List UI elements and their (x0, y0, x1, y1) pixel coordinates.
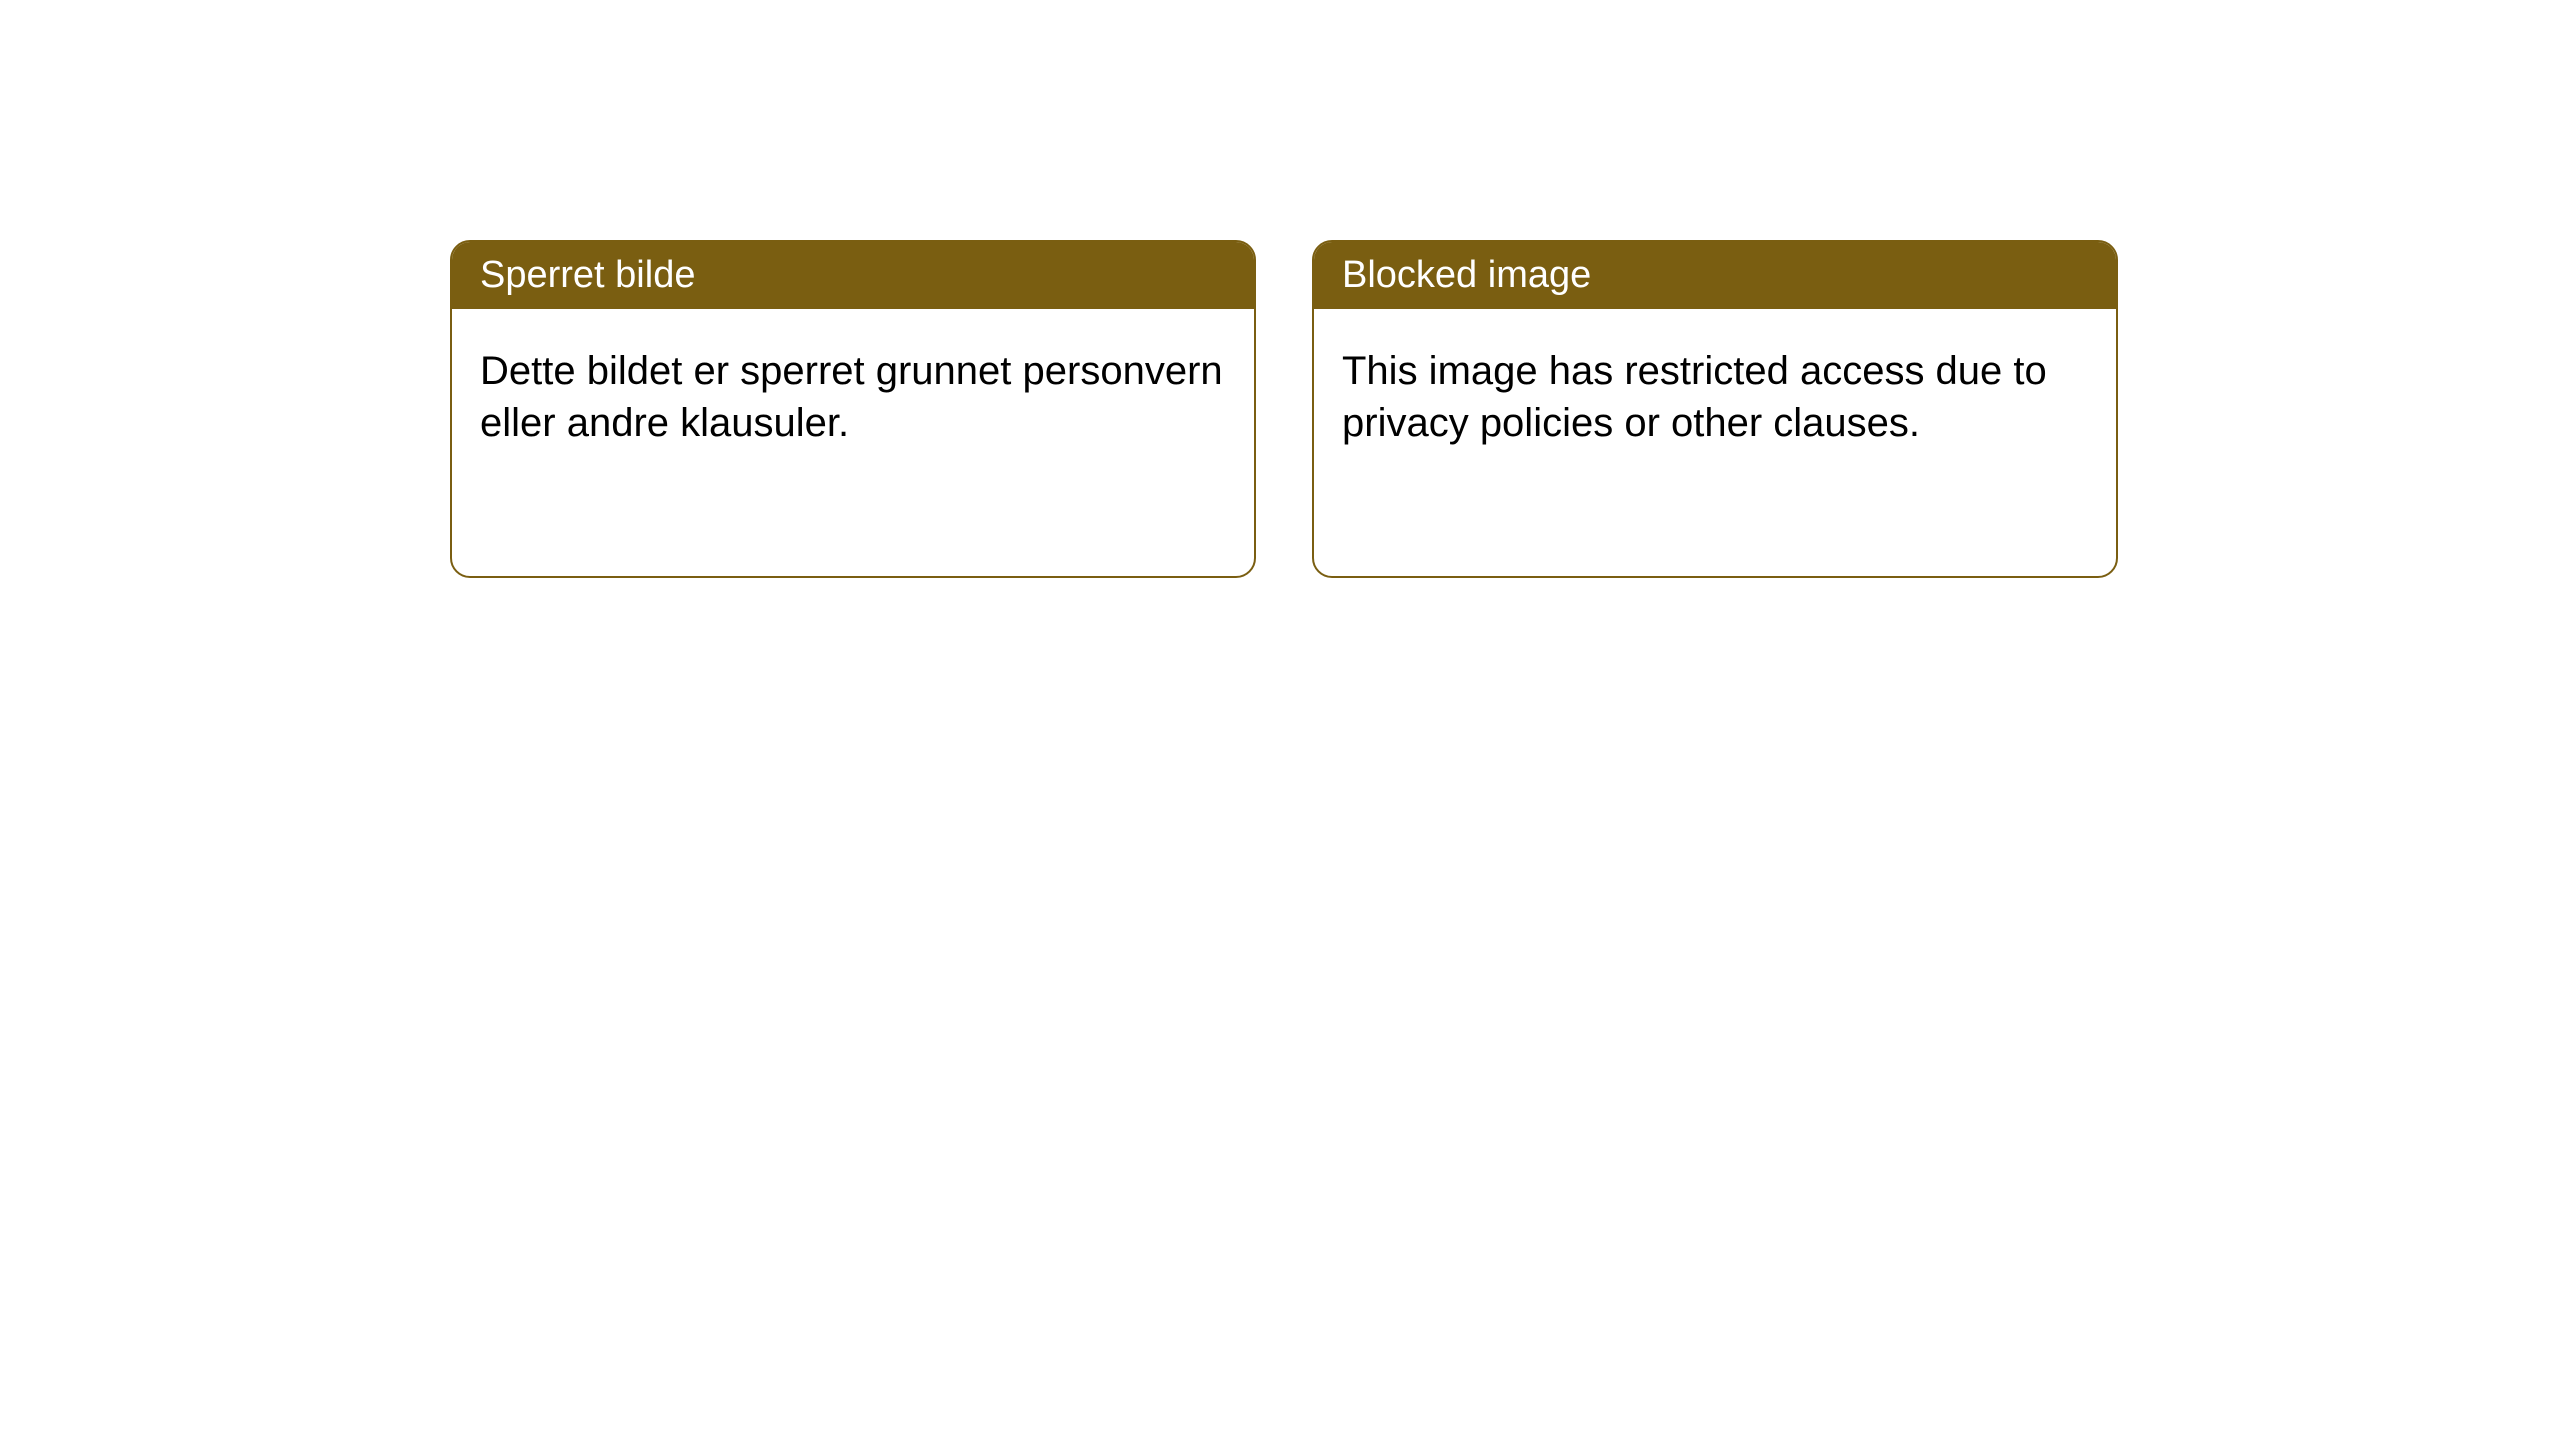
card-title: Blocked image (1342, 254, 1591, 296)
card-body-text: Dette bildet er sperret grunnet personve… (480, 349, 1223, 445)
card-header: Sperret bilde (452, 242, 1254, 309)
card-body: Dette bildet er sperret grunnet personve… (452, 309, 1254, 485)
blocked-image-card-norwegian: Sperret bilde Dette bildet er sperret gr… (450, 240, 1256, 578)
blocked-image-card-english: Blocked image This image has restricted … (1312, 240, 2118, 578)
card-body: This image has restricted access due to … (1314, 309, 2116, 485)
card-container: Sperret bilde Dette bildet er sperret gr… (0, 0, 2560, 578)
card-title: Sperret bilde (480, 254, 695, 296)
card-header: Blocked image (1314, 242, 2116, 309)
card-body-text: This image has restricted access due to … (1342, 349, 2047, 445)
